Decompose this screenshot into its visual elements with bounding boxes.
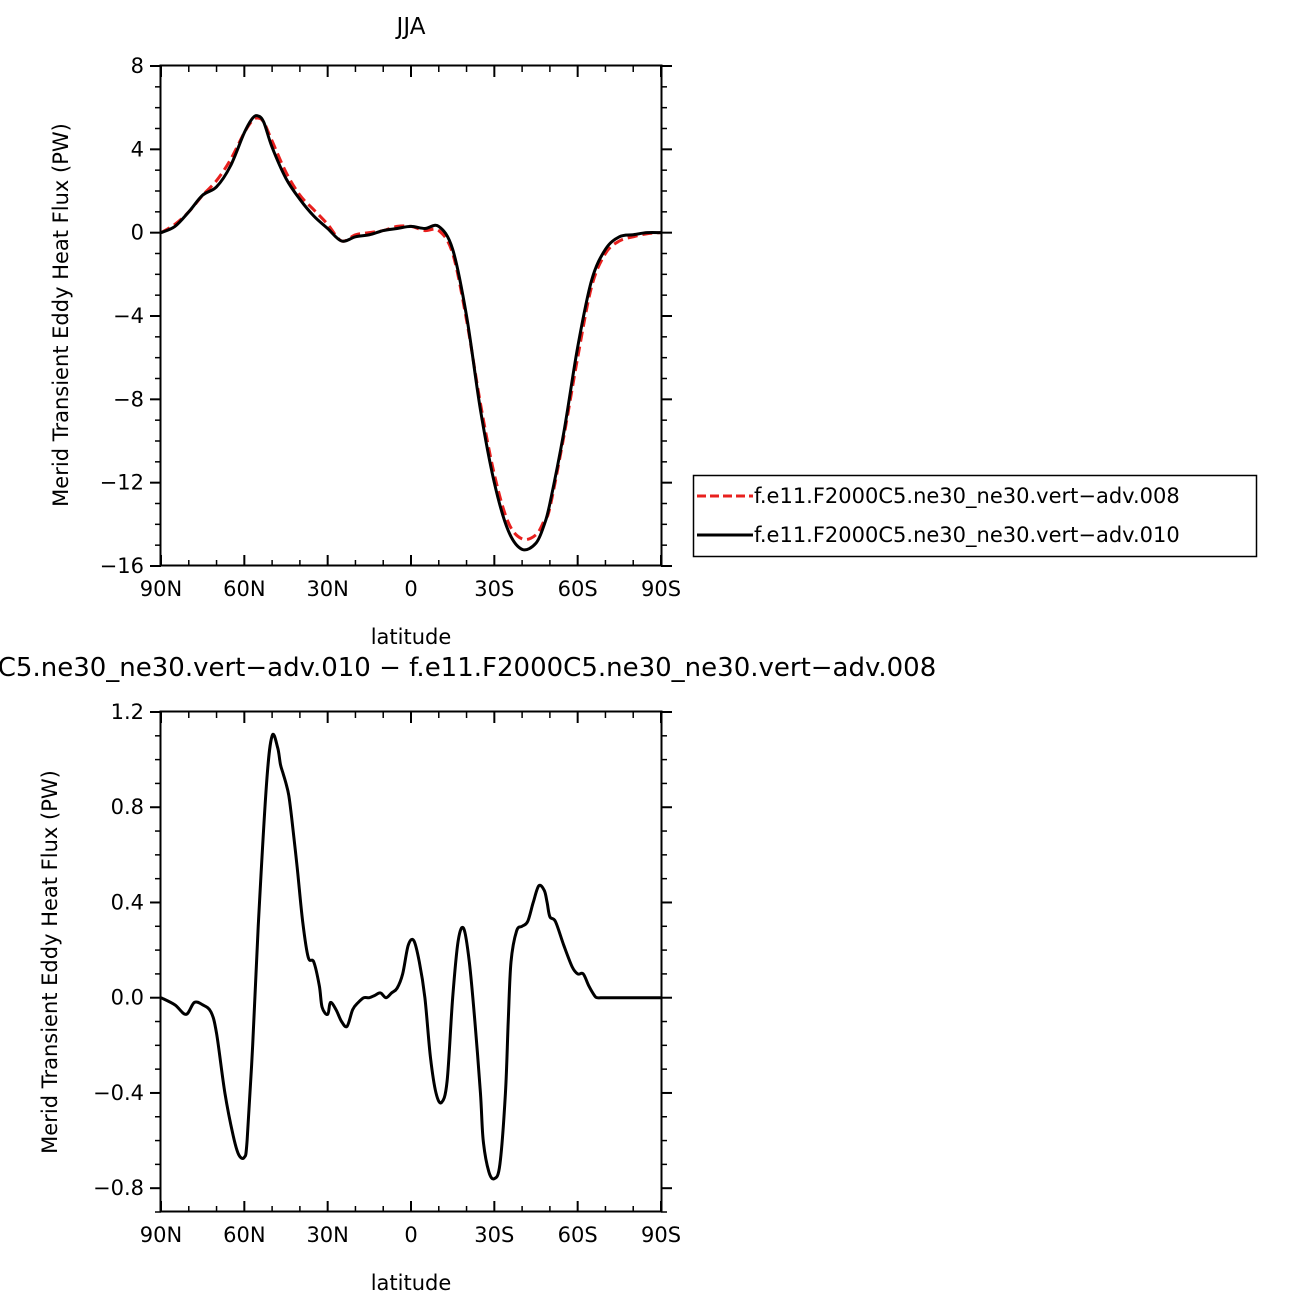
top-x-tick-label: 30S [474, 577, 514, 601]
bottom-x-axis-label: latitude [371, 1271, 452, 1295]
bottom-y-axis-label: Merid Transient Eddy Heat Flux (PW) [38, 770, 62, 1154]
top-x-axis-label: latitude [371, 625, 452, 649]
top-y-tick-label: −16 [100, 554, 144, 578]
bottom-x-tick-label: 30N [306, 1223, 348, 1247]
bottom-axis-ylabel-wrap: Merid Transient Eddy Heat Flux (PW) [38, 770, 62, 1154]
top-y-tick-label: 0 [131, 221, 144, 245]
bottom-title: f.e11.F2000C5.ne30_ne30.vert−adv.010 − f… [0, 653, 936, 683]
top-x-tick-label: 30N [306, 577, 348, 601]
bottom-x-tick-label: 60N [223, 1223, 265, 1247]
legend-box [692, 474, 1258, 558]
top-series-line-1 [160, 114, 662, 552]
top-x-tick-label: 0 [404, 577, 417, 601]
bottom-y-tick-label: 0.8 [111, 795, 144, 819]
panel-top: JJA Merid Transient Eddy Heat Flux (PW) … [49, 14, 1258, 649]
bottom-y-tick-label: 1.2 [111, 700, 144, 724]
top-y-tick-label: −12 [100, 471, 144, 495]
top-plot-frame [159, 64, 663, 567]
top-y-tick-label: 8 [131, 54, 144, 78]
panel-bottom: f.e11.F2000C5.ne30_ne30.vert−adv.010 − f… [0, 653, 936, 1295]
top-axis-ylabel-wrap: Merid Transient Eddy Heat Flux (PW) [49, 123, 73, 507]
bottom-y-tick-label: −0.8 [93, 1176, 144, 1200]
top-x-tick-label: 90S [641, 577, 681, 601]
legend-entry-008: f.e11.F2000C5.ne30_ne30.vert−adv.008 [754, 484, 1180, 509]
top-series-line-0 [160, 116, 662, 542]
top-y-axis-label: Merid Transient Eddy Heat Flux (PW) [49, 123, 73, 507]
top-series-group [160, 114, 662, 552]
top-ticks-group: 90N 60N 30N 0 30S 60S 90S 8 4 0 −4 −8 −12 −16 [100, 54, 681, 601]
bottom-x-tick-label: 60S [558, 1223, 598, 1247]
bottom-x-tick-label: 90S [641, 1223, 681, 1247]
top-x-tick-label: 60S [558, 577, 598, 601]
top-y-tick-label: −8 [113, 387, 144, 411]
top-x-tick-label: 90N [140, 577, 182, 601]
top-title: JJA [395, 14, 426, 40]
legend-entry-010: f.e11.F2000C5.ne30_ne30.vert−adv.010 [754, 523, 1180, 548]
top-x-tick-label: 60N [223, 577, 265, 601]
top-y-tick-label: 4 [131, 137, 144, 161]
bottom-x-tick-label: 0 [404, 1223, 417, 1247]
bottom-y-tick-label: −0.4 [93, 1081, 144, 1105]
bottom-ticks-group: 90N 60N 30N 0 30S 60S 90S 1.2 0.8 0.4 0.0 −0.4 −0.8 [93, 700, 681, 1247]
bottom-plot-frame [159, 710, 663, 1213]
bottom-series-group [160, 732, 661, 1181]
bottom-y-tick-label: 0.4 [111, 890, 144, 914]
bottom-x-tick-label: 90N [140, 1223, 182, 1247]
top-y-tick-label: −4 [113, 304, 144, 328]
bottom-y-tick-label: 0.0 [111, 986, 144, 1010]
bottom-x-tick-label: 30S [474, 1223, 514, 1247]
top-legend: f.e11.F2000C5.ne30_ne30.vert−adv.008 f.e… [692, 474, 1258, 558]
bottom-series-line-0 [160, 732, 661, 1181]
